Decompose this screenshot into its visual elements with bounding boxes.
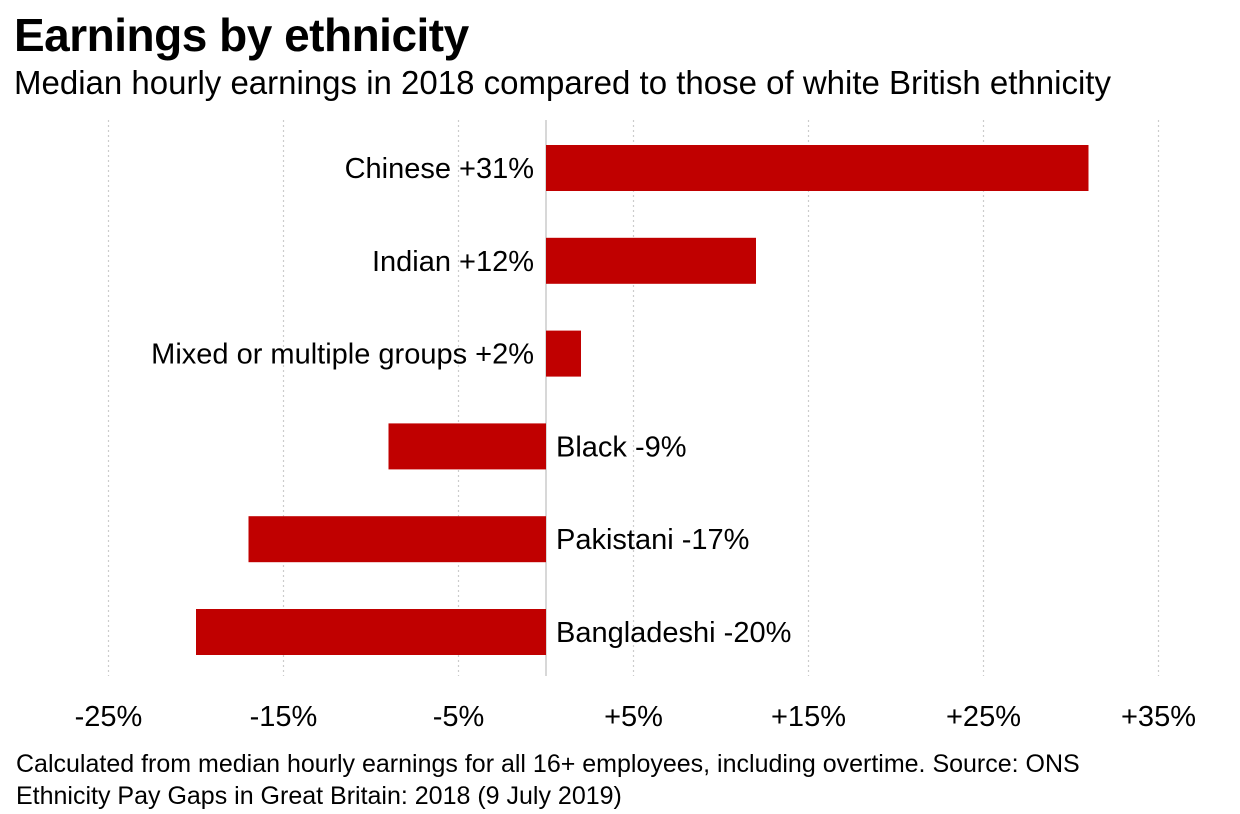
bars (196, 145, 1089, 655)
bar-indian (546, 237, 756, 284)
bar-labels: Chinese +31% Indian +12% Mixed or multiple… (151, 153, 791, 649)
bar-bangladeshi (196, 609, 546, 655)
bar-label: Mixed or multiple groups +2% (151, 339, 534, 371)
bar-pakistani (248, 516, 546, 563)
bar-black (388, 423, 546, 470)
chart-subtitle: Median hourly earnings in 2018 compared … (14, 64, 1111, 101)
bar-chinese (546, 145, 1089, 191)
bar-label: Indian +12% (372, 246, 534, 278)
bar-label: Black -9% (556, 431, 687, 463)
x-tick-label: +15% (771, 701, 846, 733)
bar-mixed-or-multiple-groups (546, 330, 581, 377)
source-footnote: Calculated from median hourly earnings f… (16, 748, 1226, 812)
x-tick-label: +5% (604, 701, 663, 733)
footnote-line-2: Ethnicity Pay Gaps in Great Britain: 201… (16, 782, 622, 810)
x-tick-label: -25% (75, 701, 143, 733)
footnote-line-1: Calculated from median hourly earnings f… (16, 750, 1080, 778)
bar-label: Pakistani -17% (556, 524, 749, 556)
chart-title: Earnings by ethnicity (14, 9, 469, 61)
x-axis-ticks: -25% -15% -5% +5% +15% +25% +35% (75, 701, 1196, 733)
x-tick-label: -15% (250, 701, 318, 733)
bar-label: Chinese +31% (345, 153, 534, 185)
x-tick-label: -5% (433, 701, 485, 733)
bar-label: Bangladeshi -20% (556, 617, 791, 649)
grid-lines (107, 120, 1160, 676)
x-tick-label: +25% (946, 701, 1021, 733)
x-tick-label: +35% (1121, 701, 1196, 733)
bar-chart: Chinese +31% Indian +12% Mixed or multiple… (75, 120, 1196, 733)
